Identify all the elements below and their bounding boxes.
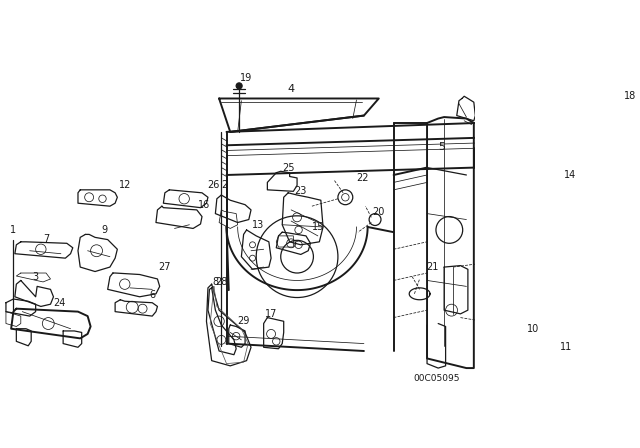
Text: 00C05095: 00C05095 xyxy=(413,374,460,383)
Text: 4: 4 xyxy=(287,84,294,94)
Text: 7: 7 xyxy=(43,234,49,244)
Text: 29: 29 xyxy=(237,316,250,326)
Text: 1: 1 xyxy=(10,225,17,235)
Text: 25: 25 xyxy=(282,163,294,172)
Text: 3: 3 xyxy=(33,272,38,282)
Text: 21: 21 xyxy=(426,262,438,272)
Text: 5: 5 xyxy=(438,142,445,152)
Text: 23: 23 xyxy=(294,186,307,196)
Text: 13: 13 xyxy=(252,220,264,230)
Text: 14: 14 xyxy=(564,170,577,180)
Text: 6: 6 xyxy=(149,290,156,300)
Text: 9: 9 xyxy=(101,225,107,235)
Text: 22: 22 xyxy=(356,173,369,183)
Text: 8: 8 xyxy=(212,277,218,287)
Text: 17: 17 xyxy=(265,309,277,319)
Text: 10: 10 xyxy=(527,324,540,334)
Text: 24: 24 xyxy=(53,298,66,308)
Text: 28: 28 xyxy=(215,277,227,287)
Text: 20: 20 xyxy=(372,207,385,217)
Text: 27: 27 xyxy=(159,262,171,272)
Text: 11: 11 xyxy=(560,342,572,352)
Text: 19: 19 xyxy=(241,73,253,83)
Circle shape xyxy=(236,83,242,89)
Text: 12: 12 xyxy=(118,181,131,190)
Text: 2: 2 xyxy=(221,181,227,190)
Text: 16: 16 xyxy=(198,200,211,210)
Text: 15: 15 xyxy=(312,222,324,232)
Text: 18: 18 xyxy=(623,91,636,101)
Text: 26: 26 xyxy=(208,181,220,190)
